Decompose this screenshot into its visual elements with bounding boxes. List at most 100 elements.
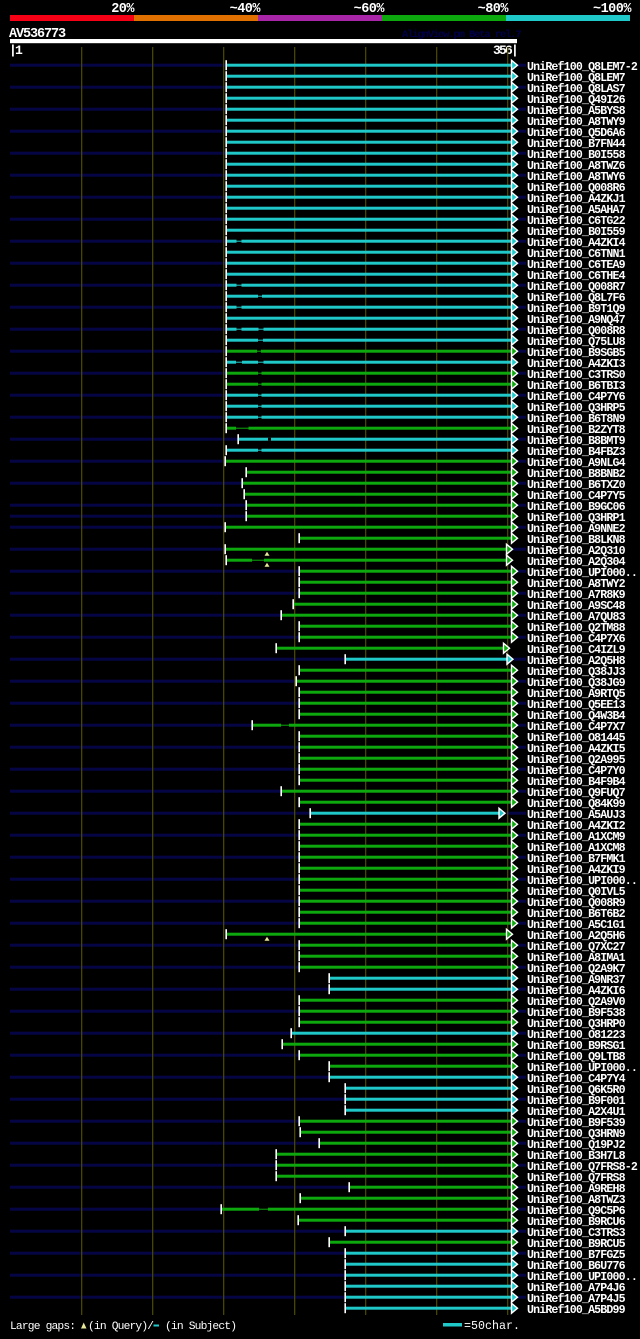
svg-text:UniRef100_A5C1G1: UniRef100_A5C1G1 <box>527 919 626 932</box>
svg-text:UniRef100_B4FBZ3: UniRef100_B4FBZ3 <box>527 446 626 459</box>
svg-text:UniRef100_B6TXZ0: UniRef100_B6TXZ0 <box>527 479 626 492</box>
svg-text:UniRef100_Q8LEM7-2: UniRef100_Q8LEM7-2 <box>527 61 638 74</box>
svg-text:UniRef100_Q3HRN9: UniRef100_Q3HRN9 <box>527 1128 626 1141</box>
svg-text:=50char.: =50char. <box>464 1320 520 1333</box>
svg-text:UniRef100_A4ZKI2: UniRef100_A4ZKI2 <box>527 820 626 833</box>
svg-text:UniRef100_UPI000..: UniRef100_UPI000.. <box>527 1271 637 1284</box>
svg-text:UniRef100_A9RTQ5: UniRef100_A9RTQ5 <box>527 688 626 701</box>
svg-text:UniRef100_B6U776: UniRef100_B6U776 <box>527 1260 626 1273</box>
svg-text:UniRef100_B4F9B4: UniRef100_B4F9B4 <box>527 776 626 789</box>
svg-text:Large gaps:: Large gaps: <box>10 1321 75 1333</box>
svg-text:UniRef100_A4ZKI5: UniRef100_A4ZKI5 <box>527 743 626 756</box>
svg-text:UniRef100_C6THE4: UniRef100_C6THE4 <box>527 270 626 283</box>
svg-text:UniRef100_B9T1Q9: UniRef100_B9T1Q9 <box>527 303 626 316</box>
svg-text:UniRef100_A8TWY2: UniRef100_A8TWY2 <box>527 578 626 591</box>
svg-text:UniRef100_B9RCU6: UniRef100_B9RCU6 <box>527 1216 626 1229</box>
svg-text:(in Subject): (in Subject) <box>165 1321 236 1333</box>
svg-text:UniRef100_Q3HRP5: UniRef100_Q3HRP5 <box>527 402 626 415</box>
svg-text:UniRef100_A8TWY9: UniRef100_A8TWY9 <box>527 116 626 129</box>
svg-text:UniRef100_Q5D6A6: UniRef100_Q5D6A6 <box>527 127 626 140</box>
svg-text:UniRef100_Q19PJ2: UniRef100_Q19PJ2 <box>527 1139 626 1152</box>
svg-text:UniRef100_A4ZKI3: UniRef100_A4ZKI3 <box>527 358 626 371</box>
svg-text:UniRef100_A9SC48: UniRef100_A9SC48 <box>527 600 626 613</box>
svg-text:UniRef100_A9REH8: UniRef100_A9REH8 <box>527 1183 626 1196</box>
svg-text:UniRef100_A4ZKI6: UniRef100_A4ZKI6 <box>527 985 626 998</box>
svg-text:UniRef100_A7P4J6: UniRef100_A7P4J6 <box>527 1282 626 1295</box>
svg-text:UniRef100_A8TWZ3: UniRef100_A8TWZ3 <box>527 1194 626 1207</box>
svg-text:UniRef100_Q7XC27: UniRef100_Q7XC27 <box>527 941 626 954</box>
svg-text:UniRef100_B7FGZ5: UniRef100_B7FGZ5 <box>527 1249 626 1262</box>
svg-text:UniRef100_B3H7L8: UniRef100_B3H7L8 <box>527 1150 626 1163</box>
svg-text:UniRef100_Q008R8: UniRef100_Q008R8 <box>527 325 626 338</box>
svg-text:UniRef100_A7QU83: UniRef100_A7QU83 <box>527 611 626 624</box>
svg-text:UniRef100_Q2TM88: UniRef100_Q2TM88 <box>527 622 626 635</box>
svg-text:UniRef100_B9GC06: UniRef100_B9GC06 <box>527 501 626 514</box>
svg-text:UniRef100_C4P7X6: UniRef100_C4P7X6 <box>527 633 626 646</box>
svg-text:UniRef100_B6T8N9: UniRef100_B6T8N9 <box>527 413 626 426</box>
svg-text:UniRef100_UPI000..: UniRef100_UPI000.. <box>527 1062 637 1075</box>
svg-text:UniRef100_O81445: UniRef100_O81445 <box>527 732 626 745</box>
svg-text:UniRef100_Q38JG9: UniRef100_Q38JG9 <box>527 677 626 690</box>
svg-text:UniRef100_C3TRS3: UniRef100_C3TRS3 <box>527 1227 626 1240</box>
svg-text:UniRef100_A8IMA1: UniRef100_A8IMA1 <box>527 952 626 965</box>
svg-text:UniRef100_Q75LU8: UniRef100_Q75LU8 <box>527 336 626 349</box>
svg-text:UniRef100_A4ZKI4: UniRef100_A4ZKI4 <box>527 237 626 250</box>
svg-text:UniRef100_Q0IVL5: UniRef100_Q0IVL5 <box>527 886 626 899</box>
svg-text:UniRef100_O81223: UniRef100_O81223 <box>527 1029 626 1042</box>
svg-text:UniRef100_B9SGB5: UniRef100_B9SGB5 <box>527 347 626 360</box>
svg-text:UniRef100_B7FMK1: UniRef100_B7FMK1 <box>527 853 626 866</box>
svg-text:UniRef100_UPI000..: UniRef100_UPI000.. <box>527 567 637 580</box>
svg-text:UniRef100_C6TNN1: UniRef100_C6TNN1 <box>527 248 626 261</box>
svg-text:UniRef100_Q3HRP1: UniRef100_Q3HRP1 <box>527 512 626 525</box>
svg-text:UniRef100_Q49I26: UniRef100_Q49I26 <box>527 94 626 107</box>
svg-text:UniRef100_C6TEA9: UniRef100_C6TEA9 <box>527 259 626 272</box>
svg-text:~80%: ~80% <box>478 2 510 17</box>
svg-text:UniRef100_C6TG22: UniRef100_C6TG22 <box>527 215 626 228</box>
svg-text:UniRef100_A4ZKI9: UniRef100_A4ZKI9 <box>527 864 626 877</box>
svg-text:UniRef100_A4ZKJ1: UniRef100_A4ZKJ1 <box>527 193 626 206</box>
svg-text:UniRef100_Q2A9V0: UniRef100_Q2A9V0 <box>527 996 626 1009</box>
svg-text:UniRef100_B8BNB2: UniRef100_B8BNB2 <box>527 468 626 481</box>
svg-text:UniRef100_Q38JJ3: UniRef100_Q38JJ3 <box>527 666 626 679</box>
svg-text:UniRef100_C4P7Y6: UniRef100_C4P7Y6 <box>527 391 626 404</box>
svg-text:356|: 356| <box>493 43 517 58</box>
svg-text:UniRef100_B9F539: UniRef100_B9F539 <box>527 1117 626 1130</box>
svg-text:UniRef100_Q008R7: UniRef100_Q008R7 <box>527 281 626 294</box>
svg-text:UniRef100_B9RSG1: UniRef100_B9RSG1 <box>527 1040 626 1053</box>
svg-text:UniRef100_A8TWZ6: UniRef100_A8TWZ6 <box>527 160 626 173</box>
svg-text:UniRef100_Q3HRP0: UniRef100_Q3HRP0 <box>527 1018 626 1031</box>
svg-text:UniRef100_UPI000..: UniRef100_UPI000.. <box>527 875 637 888</box>
svg-text:UniRef100_C4IZL9: UniRef100_C4IZL9 <box>527 644 626 657</box>
svg-text:UniRef100_Q4W3B4: UniRef100_Q4W3B4 <box>527 710 626 723</box>
svg-text:UniRef100_Q84K99: UniRef100_Q84K99 <box>527 798 626 811</box>
svg-text:UniRef100_A2Q5H6: UniRef100_A2Q5H6 <box>527 930 626 943</box>
svg-text:UniRef100_Q2A995: UniRef100_Q2A995 <box>527 754 626 767</box>
svg-text:UniRef100_Q008R9: UniRef100_Q008R9 <box>527 897 626 910</box>
svg-text:UniRef100_C4P7X7: UniRef100_C4P7X7 <box>527 721 626 734</box>
svg-text:UniRef100_A9NQ47: UniRef100_A9NQ47 <box>527 314 626 327</box>
svg-text:UniRef100_Q5EE13: UniRef100_Q5EE13 <box>527 699 626 712</box>
svg-text:UniRef100_A5BYS8: UniRef100_A5BYS8 <box>527 105 626 118</box>
svg-text:UniRef100_B0I559: UniRef100_B0I559 <box>527 226 626 239</box>
svg-text:UniRef100_A5AUJ3: UniRef100_A5AUJ3 <box>527 809 626 822</box>
svg-text:UniRef100_B2ZYT8: UniRef100_B2ZYT8 <box>527 424 626 437</box>
svg-text:UniRef100_Q8LAS7: UniRef100_Q8LAS7 <box>527 83 626 96</box>
svg-text:~60%: ~60% <box>354 2 386 17</box>
svg-text:UniRef100_B9F001: UniRef100_B9F001 <box>527 1095 626 1108</box>
svg-text:UniRef100_B7FN44: UniRef100_B7FN44 <box>527 138 626 151</box>
svg-text:UniRef100_C4P7Y4: UniRef100_C4P7Y4 <box>527 1073 626 1086</box>
svg-text:UniRef100_Q7FRS8: UniRef100_Q7FRS8 <box>527 1172 626 1185</box>
svg-text:UniRef100_Q6K5R0: UniRef100_Q6K5R0 <box>527 1084 626 1097</box>
svg-text:UniRef100_B8LKN8: UniRef100_B8LKN8 <box>527 534 626 547</box>
svg-text:UniRef100_Q9C5P6: UniRef100_Q9C5P6 <box>527 1205 626 1218</box>
svg-text:UniRef100_B6T6B2: UniRef100_B6T6B2 <box>527 908 626 921</box>
svg-text:UniRef100_Q2A9K7: UniRef100_Q2A9K7 <box>527 963 626 976</box>
svg-text:~100%: ~100% <box>593 2 632 17</box>
svg-text:20%: 20% <box>111 2 135 17</box>
svg-text:UniRef100_Q9FUQ7: UniRef100_Q9FUQ7 <box>527 787 626 800</box>
svg-text:UniRef100_A1XCM8: UniRef100_A1XCM8 <box>527 842 626 855</box>
svg-text:UniRef100_Q9LTB8: UniRef100_Q9LTB8 <box>527 1051 626 1064</box>
svg-text:UniRef100_A9NLG4: UniRef100_A9NLG4 <box>527 457 626 470</box>
svg-text:AV536773: AV536773 <box>9 27 66 42</box>
svg-text:UniRef100_B9F538: UniRef100_B9F538 <box>527 1007 626 1020</box>
